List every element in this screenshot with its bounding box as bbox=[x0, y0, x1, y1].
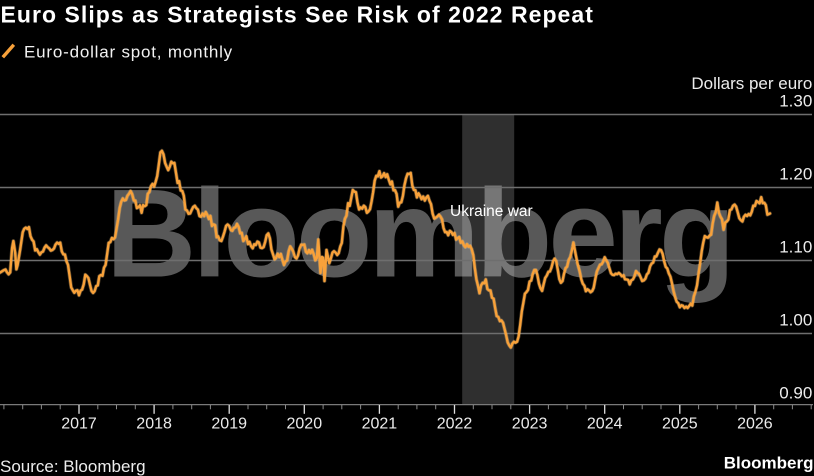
svg-text:Bloomberg: Bloomberg bbox=[106, 165, 732, 304]
svg-text:Bloomberg: Bloomberg bbox=[724, 454, 814, 473]
svg-text:0.90: 0.90 bbox=[779, 384, 812, 403]
svg-text:1.00: 1.00 bbox=[779, 311, 812, 330]
svg-text:2017: 2017 bbox=[61, 416, 97, 433]
svg-text:2019: 2019 bbox=[211, 416, 247, 433]
svg-text:2026: 2026 bbox=[737, 416, 773, 433]
svg-text:2022: 2022 bbox=[437, 416, 473, 433]
svg-text:2018: 2018 bbox=[136, 416, 172, 433]
svg-text:2024: 2024 bbox=[587, 416, 623, 433]
svg-text:2020: 2020 bbox=[287, 416, 323, 433]
svg-text:1.10: 1.10 bbox=[779, 238, 812, 257]
svg-text:Euro Slips as Strategists See: Euro Slips as Strategists See Risk of 20… bbox=[1, 2, 594, 28]
svg-text:1.20: 1.20 bbox=[779, 165, 812, 184]
svg-text:Ukraine war: Ukraine war bbox=[450, 203, 533, 220]
svg-text:2023: 2023 bbox=[512, 416, 548, 433]
svg-text:Euro-dollar spot, monthly: Euro-dollar spot, monthly bbox=[24, 43, 233, 62]
svg-text:Dollars per euro: Dollars per euro bbox=[691, 74, 812, 93]
svg-text:2021: 2021 bbox=[362, 416, 398, 433]
svg-text:2025: 2025 bbox=[662, 416, 698, 433]
svg-text:1.30: 1.30 bbox=[779, 92, 812, 111]
svg-text:Source: Bloomberg: Source: Bloomberg bbox=[0, 457, 146, 476]
